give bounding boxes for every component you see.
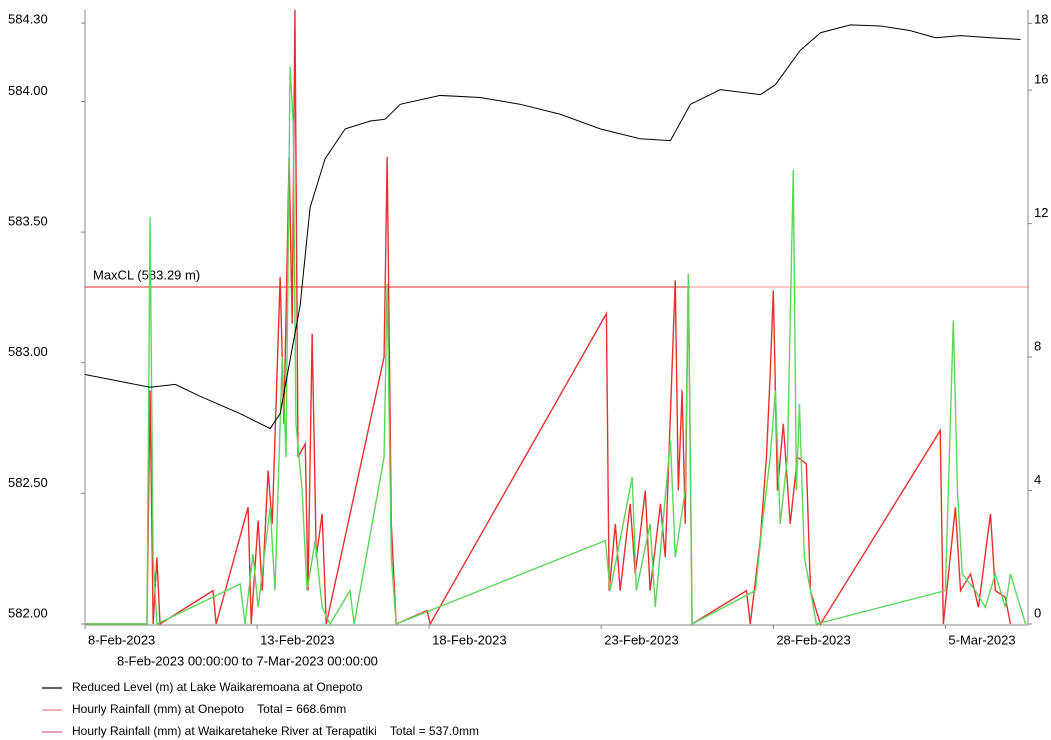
y2-tick-label: 12 bbox=[1034, 205, 1048, 220]
x-tick-label: 23-Feb-2023 bbox=[604, 632, 678, 647]
y2-tick-label: 4 bbox=[1034, 472, 1041, 487]
rainfall-line bbox=[85, 66, 1027, 626]
x-tick-label: 5-Mar-2023 bbox=[948, 632, 1015, 647]
y2-tick-label: 18 bbox=[1034, 11, 1048, 26]
y-tick-label: 582.00 bbox=[8, 605, 48, 620]
x-tick-label: 18-Feb-2023 bbox=[432, 632, 506, 647]
y-tick-label: 583.00 bbox=[8, 344, 48, 359]
rainfall-line bbox=[85, 9, 1012, 626]
level-line bbox=[84, 24, 1021, 430]
reference-label: MaxCL (583.29 m) bbox=[93, 267, 200, 282]
y-tick-label: 584.00 bbox=[8, 83, 48, 98]
y2-tick-label: 16 bbox=[1034, 72, 1048, 87]
y2-tick-label: 0 bbox=[1034, 605, 1041, 620]
legend-label: Hourly Rainfall (mm) at Onepoto Total = … bbox=[72, 702, 346, 716]
y-tick-label: 583.50 bbox=[8, 214, 48, 229]
chart-subtitle: 8-Feb-2023 00:00:00 to 7-Mar-2023 00:00:… bbox=[117, 653, 378, 668]
x-tick-label: 13-Feb-2023 bbox=[260, 632, 334, 647]
y2-tick-label: 8 bbox=[1034, 338, 1041, 353]
legend-label: Hourly Rainfall (mm) at Waikaretaheke Ri… bbox=[72, 724, 479, 738]
y-tick-label: 582.50 bbox=[8, 475, 48, 490]
x-tick-label: 28-Feb-2023 bbox=[776, 632, 850, 647]
x-tick-label: 8-Feb-2023 bbox=[88, 632, 155, 647]
legend-label: Reduced Level (m) at Lake Waikaremoana a… bbox=[72, 680, 363, 694]
y-tick-label: 584.30 bbox=[8, 11, 48, 26]
